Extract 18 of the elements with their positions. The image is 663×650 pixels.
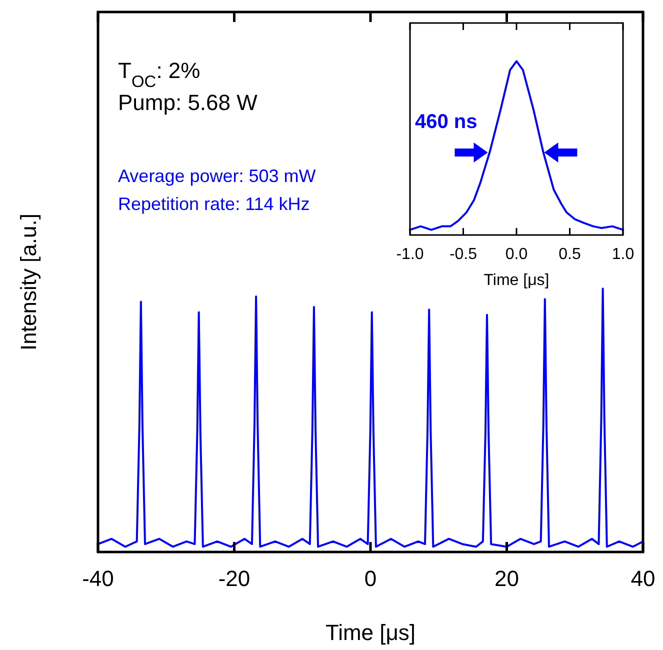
- x-tick-label: -40: [82, 566, 114, 591]
- text: Average power: 503 mW: [118, 166, 316, 186]
- x-tick-label: -20: [218, 566, 250, 591]
- x-tick-label: 1.0: [612, 246, 634, 263]
- x-tick-label: 0.5: [558, 246, 581, 263]
- x-axis-title: Time [μs]: [484, 272, 550, 289]
- x-tick-label: 0.0: [505, 246, 528, 263]
- x-tick-label: -0.5: [449, 246, 478, 263]
- x-tick-label: 20: [494, 566, 519, 591]
- x-axis-title: Time [μs]: [325, 620, 416, 645]
- y-axis-title: Intensity [a.u.]: [16, 214, 41, 350]
- text: Repetition rate: 114 kHz: [118, 194, 310, 214]
- annotation: 460 ns: [415, 111, 478, 133]
- x-tick-label: 40: [630, 566, 656, 591]
- text: T$_{OC}$: 2%: [118, 58, 200, 91]
- text: Pump: 5.68 W: [118, 90, 258, 115]
- x-tick-label: -1.0: [396, 246, 424, 263]
- x-tick-label: 0: [364, 566, 377, 591]
